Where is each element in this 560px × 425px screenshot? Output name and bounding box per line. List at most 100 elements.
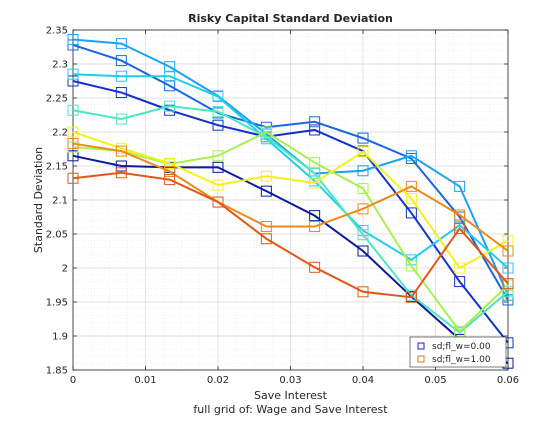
legend-label: sd;fl_w=1.00 [432,355,491,365]
chart-title: Risky Capital Standard Deviation [188,12,393,25]
data-point [405,207,417,219]
data-point [164,157,176,169]
data-point [405,260,417,272]
y-tick-label: 2.05 [46,230,68,241]
data-point [309,124,321,136]
data-point [502,278,514,290]
data-point [502,286,514,298]
legend-marker [417,355,425,363]
data-point [212,179,224,191]
data-point [212,150,224,162]
data-point [67,150,79,162]
data-point [405,180,417,192]
series-line [72,44,509,301]
data-point [212,196,224,208]
data-point [67,138,79,150]
data-point [67,126,79,138]
data-point [260,126,272,138]
series-line [72,171,509,299]
y-tick-label: 2.1 [52,196,68,207]
series-line [72,105,509,334]
data-point [164,100,176,112]
series-line [72,131,509,270]
data-point [309,177,321,189]
data-point [164,165,176,177]
data-point [115,160,127,172]
data-point [502,245,514,257]
series-line [72,130,509,333]
y-tick-label: 2 [62,264,68,275]
data-point [405,291,417,303]
data-point [502,262,514,274]
data-point [115,113,127,125]
data-point [164,70,176,82]
data-point [454,223,466,235]
data-point [309,261,321,273]
y-tick-label: 2.2 [52,128,68,139]
data-point [454,262,466,274]
data-point [309,157,321,169]
y-tick-label: 1.85 [46,366,68,377]
series [67,167,514,303]
x-tick-label: 0 [70,375,76,386]
data-point [357,286,369,298]
data-point [309,116,321,128]
series-layer [67,34,514,369]
legend-label: sd;fl_w=0.00 [432,342,491,352]
data-point [115,38,127,50]
figure-caption: full grid of: Wage and Save Interest [193,403,388,416]
data-point [115,70,127,82]
data-point [67,172,79,184]
series [67,138,514,257]
data-point [212,161,224,173]
data-point [357,203,369,215]
data-point [405,193,417,205]
data-point [357,132,369,144]
data-point [67,75,79,87]
axis-ticks: 0 0.01 0.02 0.03 0.04 0.05 0.06 1.85 1.9 1.95 2 2.0… [46,26,519,387]
data-point [309,210,321,222]
x-tick-label: 0.06 [497,375,519,386]
y-tick-label: 1.9 [52,332,68,343]
series-line [72,73,509,269]
data-point [357,245,369,257]
series [67,126,514,274]
x-tick-label: 0.04 [352,375,374,386]
data-point [357,146,369,158]
y-tick-label: 2.35 [46,26,68,37]
x-tick-label: 0.03 [279,375,301,386]
series-line [72,154,509,365]
x-tick-label: 0.05 [424,375,446,386]
data-point [454,180,466,192]
data-point [115,55,127,67]
series [67,75,514,349]
legend-marker [417,342,425,350]
x-tick-label: 0.02 [207,375,229,386]
data-point [357,182,369,194]
legend: sd;fl_w=0.00 sd;fl_w=1.00 [409,336,507,368]
data-point [115,87,127,99]
series-line [72,142,509,252]
data-point [454,209,466,221]
legend-box [409,336,507,368]
data-point [212,91,224,103]
y-tick-label: 2.25 [46,94,68,105]
data-point [260,221,272,233]
data-point [67,34,79,46]
data-point [454,276,466,288]
data-point [164,174,176,186]
series-line [72,80,509,344]
y-axis-label: Standard Deviation [32,147,45,253]
data-point [260,170,272,182]
series-line [72,38,509,296]
data-point [260,233,272,245]
y-tick-label: 2.15 [46,162,68,173]
data-point [212,119,224,131]
y-tick-label: 2.3 [52,60,68,71]
data-point [357,165,369,177]
data-point [67,68,79,80]
data-point [309,221,321,233]
data-point [212,106,224,118]
